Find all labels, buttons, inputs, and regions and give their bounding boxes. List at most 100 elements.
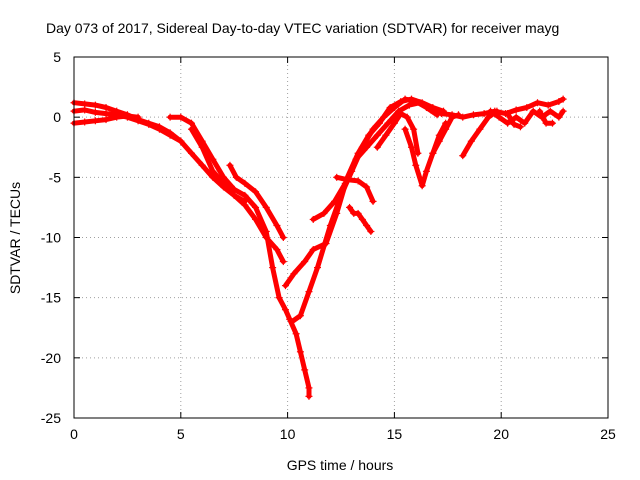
data-series-sat-c bbox=[70, 112, 142, 127]
data-point bbox=[480, 110, 488, 118]
data-point bbox=[134, 113, 142, 121]
data-point bbox=[81, 100, 89, 108]
data-point bbox=[382, 131, 390, 139]
data-point bbox=[437, 110, 445, 118]
data-point bbox=[354, 209, 362, 217]
data-series-sat-o bbox=[459, 107, 501, 160]
data-point bbox=[397, 98, 405, 106]
data-point bbox=[435, 131, 443, 139]
data-series-sat-p bbox=[487, 107, 567, 127]
data-point bbox=[113, 113, 121, 121]
data-point bbox=[279, 234, 287, 241]
data-point bbox=[536, 107, 544, 115]
x-tick-label: 5 bbox=[177, 426, 185, 442]
data-point bbox=[305, 392, 313, 400]
data-point bbox=[262, 227, 270, 235]
series-trace bbox=[347, 204, 374, 234]
data-point bbox=[155, 125, 163, 133]
data-point bbox=[102, 116, 110, 124]
data-point bbox=[252, 188, 260, 196]
data-point bbox=[363, 183, 371, 191]
data-point bbox=[469, 111, 477, 119]
data-point bbox=[384, 119, 392, 127]
data-point bbox=[504, 110, 512, 118]
data-point bbox=[397, 110, 405, 118]
data-point bbox=[314, 264, 322, 272]
data-point bbox=[407, 143, 415, 151]
data-point bbox=[91, 117, 99, 125]
data-point bbox=[373, 143, 381, 151]
data-point bbox=[252, 215, 260, 223]
data-point bbox=[166, 131, 174, 139]
data-point bbox=[209, 167, 217, 175]
data-point bbox=[459, 152, 467, 160]
x-tick-label: 0 bbox=[70, 426, 78, 442]
data-point bbox=[555, 98, 563, 106]
data-point bbox=[102, 110, 110, 118]
data-point bbox=[512, 106, 520, 114]
data-point bbox=[91, 108, 99, 116]
data-point bbox=[273, 221, 281, 229]
data-point bbox=[209, 155, 217, 163]
series-trace bbox=[189, 126, 248, 204]
data-point bbox=[365, 131, 373, 139]
data-point bbox=[320, 209, 328, 217]
data-point bbox=[487, 107, 495, 115]
data-point bbox=[521, 119, 529, 127]
data-point bbox=[346, 203, 354, 211]
data-point bbox=[363, 143, 371, 151]
data-point bbox=[241, 197, 249, 205]
data-point bbox=[401, 125, 409, 133]
data-point bbox=[81, 118, 89, 126]
data-point bbox=[288, 318, 296, 326]
data-point bbox=[386, 104, 394, 112]
series-trace bbox=[488, 108, 566, 126]
data-point bbox=[454, 111, 462, 119]
data-point bbox=[559, 95, 567, 103]
data-point bbox=[279, 258, 287, 266]
data-point bbox=[467, 137, 475, 145]
data-point bbox=[559, 107, 567, 115]
data-point bbox=[390, 119, 398, 127]
data-point bbox=[484, 113, 492, 121]
data-point bbox=[273, 246, 281, 254]
y-tick-label: -10 bbox=[41, 230, 61, 246]
data-point bbox=[305, 288, 313, 296]
data-point bbox=[352, 155, 360, 163]
data-point bbox=[373, 131, 381, 139]
data-point bbox=[296, 312, 304, 320]
data-point bbox=[512, 113, 520, 121]
data-point bbox=[145, 120, 153, 128]
data-point bbox=[322, 240, 330, 248]
data-point bbox=[367, 227, 375, 235]
data-point bbox=[504, 119, 512, 127]
x-tick-label: 10 bbox=[280, 426, 296, 442]
data-point bbox=[309, 246, 317, 254]
y-axis-label: SDTVAR / TECUs bbox=[7, 182, 23, 294]
data-point bbox=[166, 113, 174, 121]
data-series-sat-l bbox=[373, 110, 422, 157]
data-point bbox=[123, 112, 131, 120]
data-point bbox=[412, 161, 420, 169]
data-point bbox=[187, 149, 195, 157]
data-point bbox=[405, 101, 413, 109]
data-point bbox=[534, 99, 542, 107]
data-point bbox=[309, 215, 317, 223]
data-point bbox=[220, 179, 228, 187]
data-point bbox=[343, 176, 351, 184]
data-point bbox=[448, 113, 456, 121]
data-point bbox=[495, 113, 503, 121]
data-point bbox=[198, 143, 206, 151]
data-point bbox=[544, 101, 552, 109]
data-point bbox=[241, 191, 249, 199]
data-point bbox=[516, 123, 524, 131]
data-point bbox=[333, 173, 341, 181]
data-series-sat-k bbox=[346, 203, 375, 235]
data-point bbox=[177, 113, 185, 121]
data-point bbox=[414, 149, 422, 157]
data-point bbox=[529, 107, 537, 115]
x-tick-label: 20 bbox=[493, 426, 509, 442]
data-point bbox=[198, 161, 206, 169]
